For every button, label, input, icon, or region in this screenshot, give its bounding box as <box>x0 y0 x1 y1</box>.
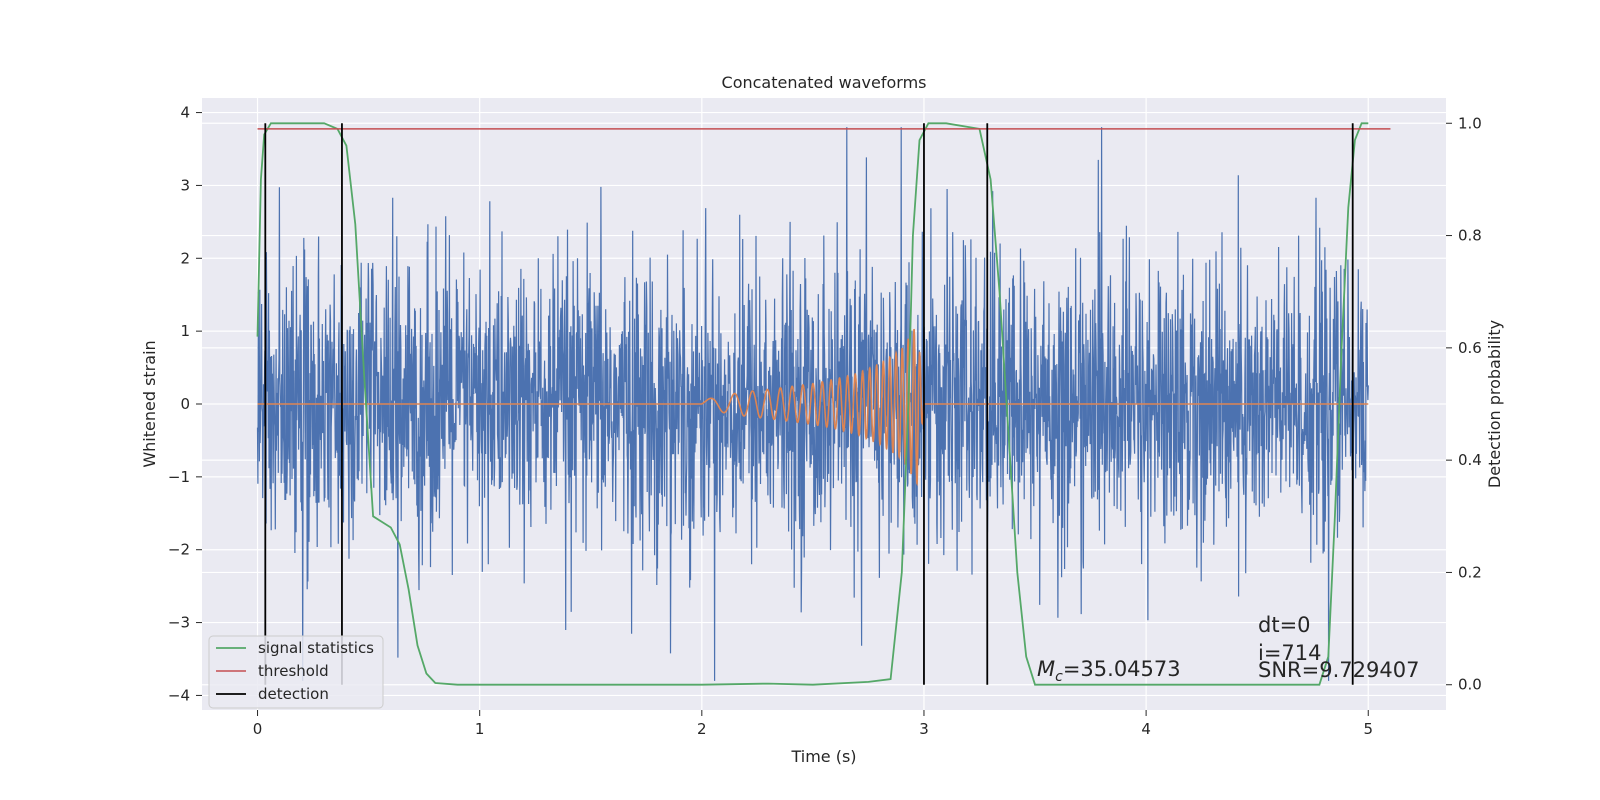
mc-annotation: Mc=35.04573 <box>1037 657 1181 685</box>
dt-annotation: dt=0 <box>1258 613 1311 637</box>
y-tick-label: −4 <box>168 686 190 704</box>
legend: signal statistics threshold detection <box>208 635 384 709</box>
snr-annotation: SNR=9.729407 <box>1258 658 1419 682</box>
y-tick-label: 0 <box>180 395 190 413</box>
template-series-line <box>257 328 1369 487</box>
mc-subscript: c <box>1055 669 1063 685</box>
legend-box <box>208 635 384 709</box>
y2-tick-label: 0.4 <box>1458 451 1482 469</box>
y2-axis-label: Detection probability <box>1485 320 1504 488</box>
x-tick-label: 1 <box>475 720 485 738</box>
i-annotation: i=714 <box>1258 641 1322 665</box>
y-tick-label: 1 <box>180 322 190 340</box>
mc-value: =35.04573 <box>1063 657 1181 681</box>
strain-series-line <box>256 127 1369 681</box>
mc-symbol: M <box>1037 657 1055 681</box>
y-axis-ticks: −4 −3 −2 −1 0 1 2 3 4 <box>168 104 202 704</box>
y2-tick-label: 0.2 <box>1458 563 1482 581</box>
x-axis-label: Time (s) <box>790 747 856 766</box>
detection-lines <box>264 123 1354 685</box>
y-tick-label: 2 <box>180 249 190 267</box>
legend-detection-label: detection <box>258 685 329 703</box>
y2-axis-ticks: 0.0 0.2 0.4 0.6 0.8 1.0 <box>1446 114 1482 694</box>
y2-tick-label: 0.8 <box>1458 227 1482 245</box>
x-tick-label: 2 <box>697 720 707 738</box>
y-tick-label: 3 <box>180 176 190 194</box>
chart-title: Concatenated waveforms <box>722 73 927 92</box>
legend-signal-statistics-label: signal statistics <box>258 639 374 657</box>
y2-tick-label: 0.6 <box>1458 339 1482 357</box>
x-tick-label: 3 <box>919 720 929 738</box>
x-tick-label: 5 <box>1363 720 1373 738</box>
y-tick-label: −3 <box>168 614 190 632</box>
y-axis-label: Whitened strain <box>140 340 159 467</box>
signal-statistics-line <box>256 122 1369 686</box>
y2-tick-label: 0.0 <box>1458 676 1482 694</box>
y2-tick-label: 1.0 <box>1458 114 1482 132</box>
legend-threshold-label: threshold <box>258 662 329 680</box>
y-tick-label: −2 <box>168 541 190 559</box>
y-tick-label: −1 <box>168 468 190 486</box>
x-tick-label: 0 <box>253 720 263 738</box>
y-tick-label: 4 <box>180 104 190 122</box>
x-tick-label: 4 <box>1141 720 1151 738</box>
x-axis-ticks: 0 1 2 3 4 5 <box>253 710 1373 738</box>
